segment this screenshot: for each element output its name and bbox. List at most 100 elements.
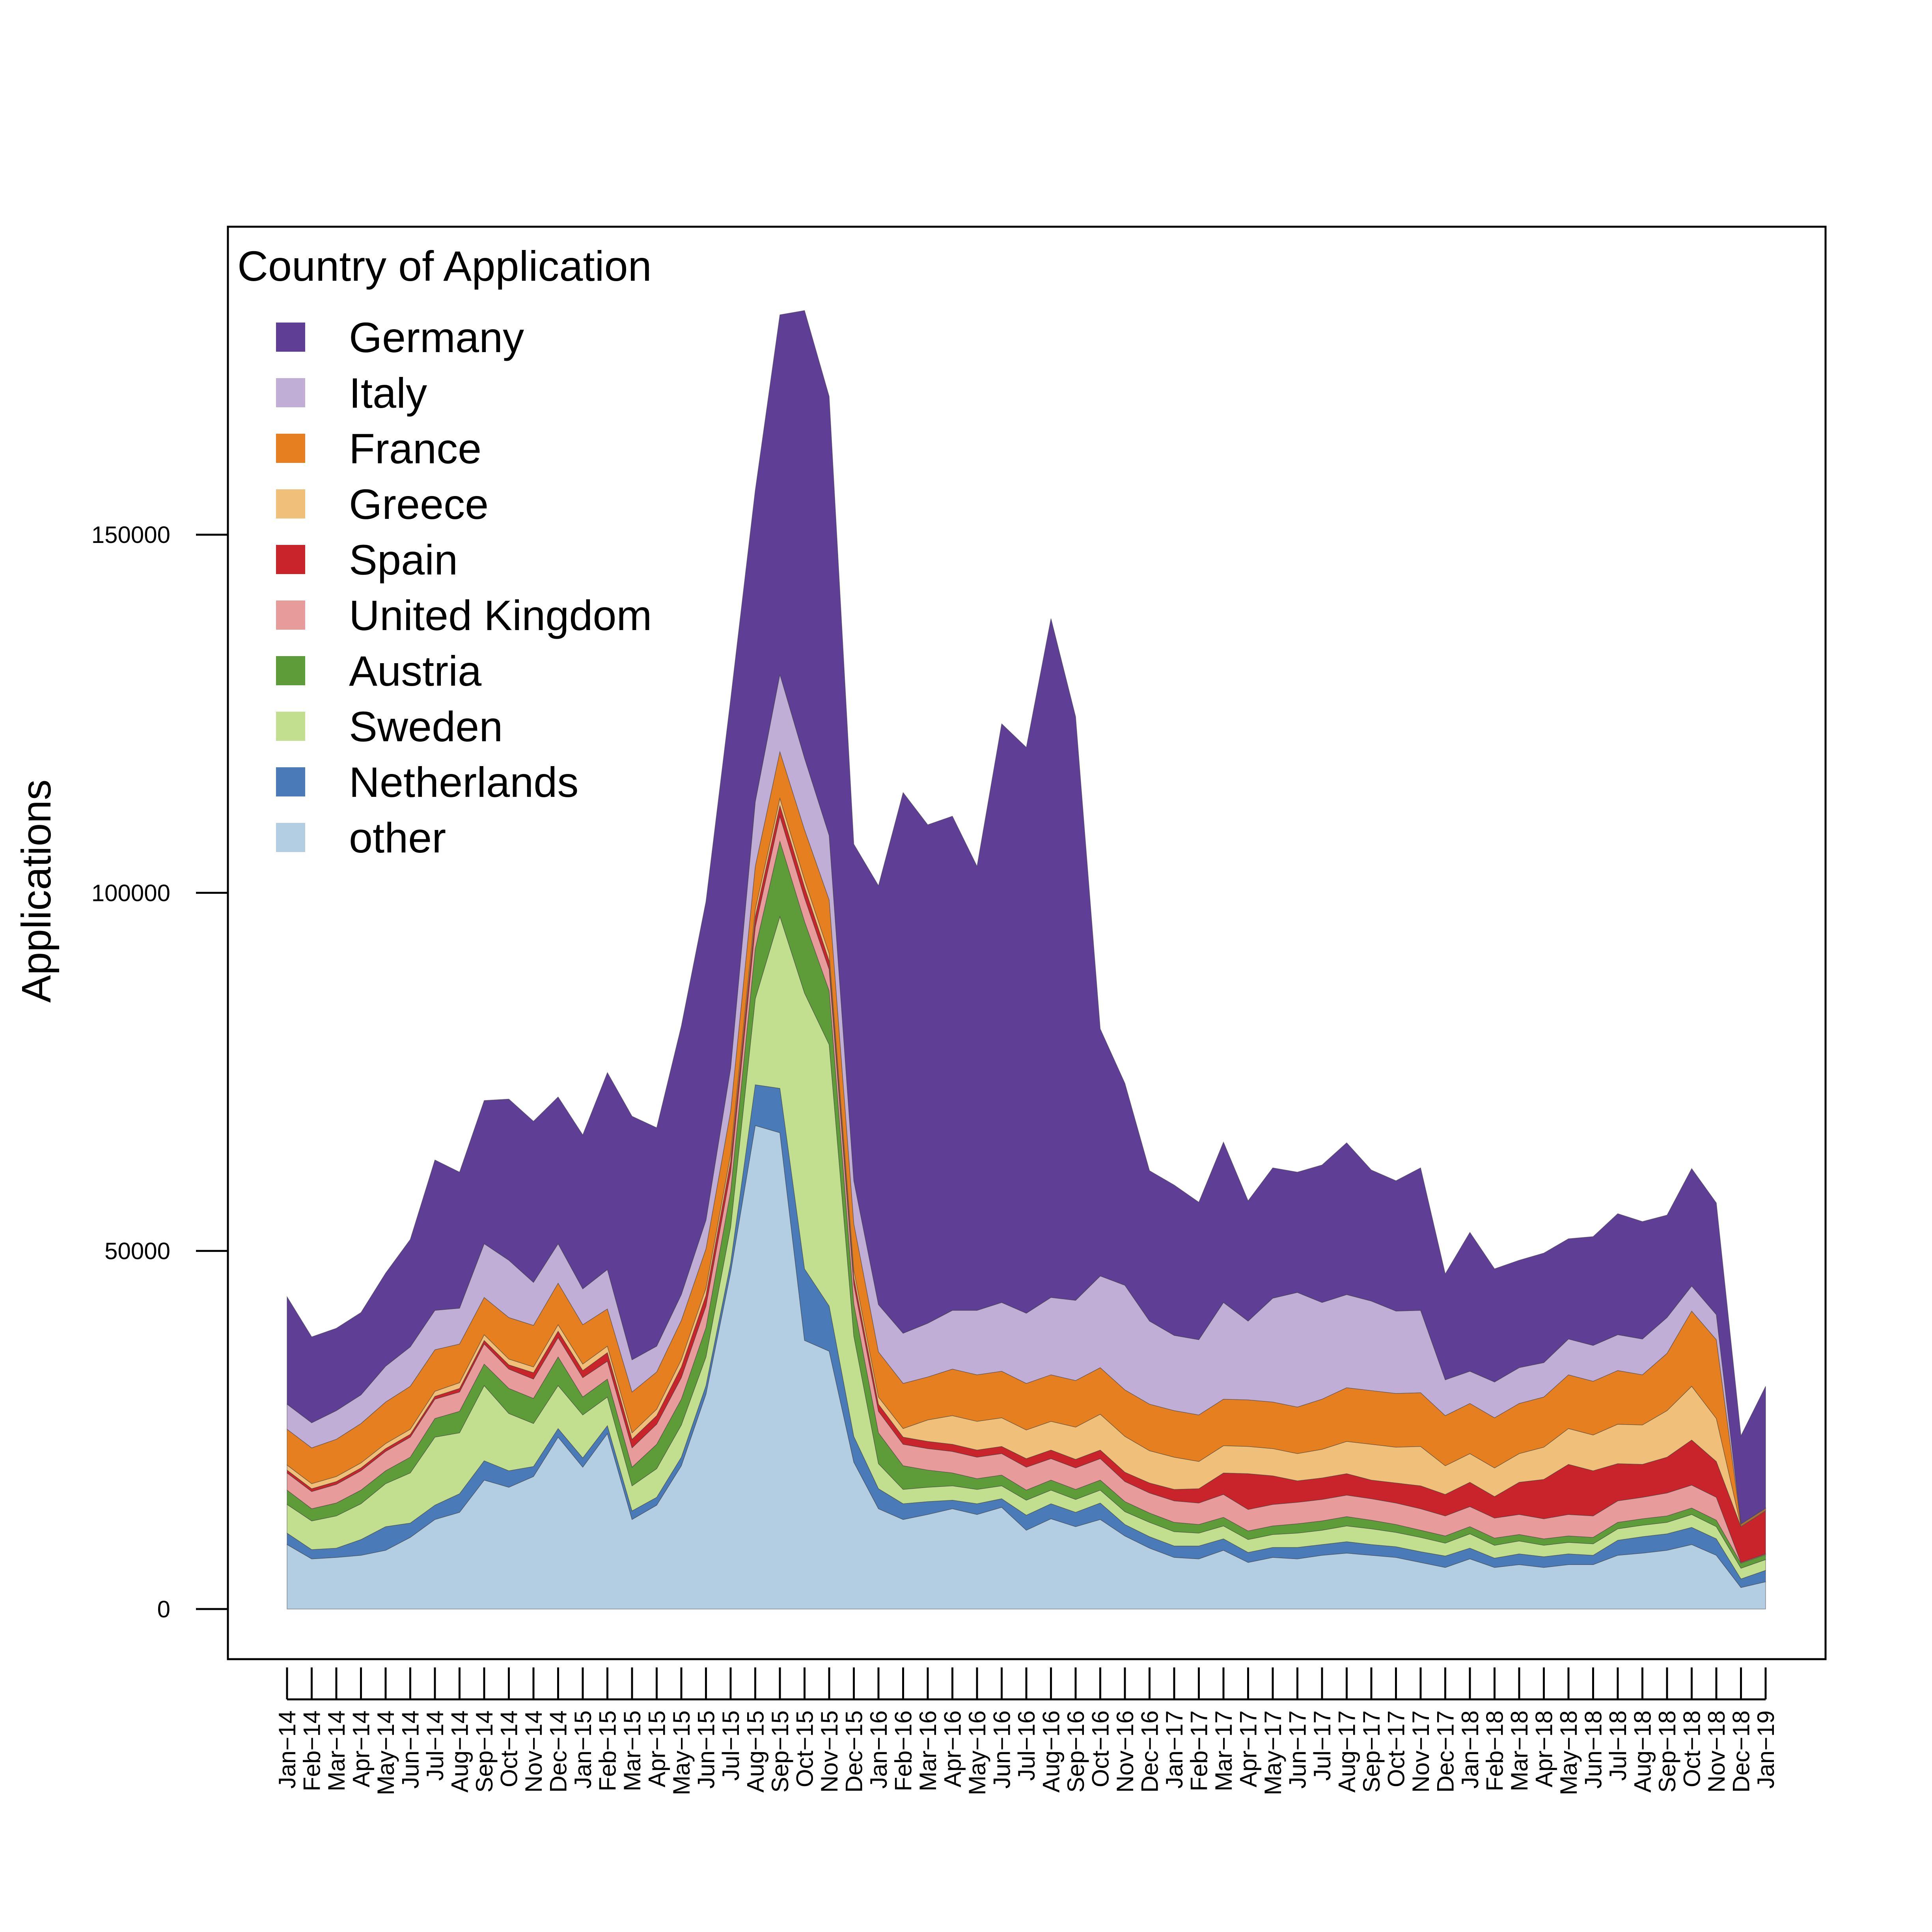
- legend-item-germany: Germany: [276, 313, 524, 361]
- x-tick-label: Sep−15: [767, 1710, 793, 1793]
- x-tick-label: Jun−16: [989, 1710, 1015, 1789]
- x-tick-label: Feb−15: [595, 1710, 621, 1791]
- y-axis-label: Applications: [13, 780, 60, 1003]
- legend-label: Italy: [349, 369, 427, 417]
- legend-swatch: [276, 656, 305, 685]
- x-tick-label: Jun−18: [1580, 1710, 1607, 1789]
- legend-item-other: other: [276, 814, 446, 862]
- legend-item-greece: Greece: [276, 480, 489, 528]
- series-areas: [287, 310, 1766, 1609]
- legend-item-sweden: Sweden: [276, 703, 503, 750]
- legend-item-austria: Austria: [276, 647, 482, 695]
- legend-label: Netherlands: [349, 758, 578, 806]
- x-tick-label: Jul−15: [718, 1710, 744, 1781]
- x-tick-label: Jan−16: [865, 1710, 892, 1789]
- x-tick-label: Nov−16: [1112, 1710, 1138, 1792]
- x-tick-label: Nov−14: [520, 1710, 547, 1792]
- legend-label: Sweden: [349, 703, 503, 750]
- legend-label: Spain: [349, 536, 458, 584]
- legend-label: Greece: [349, 480, 489, 528]
- x-tick-label: Sep−17: [1358, 1710, 1385, 1793]
- legend-item-netherlands: Netherlands: [276, 758, 578, 806]
- x-tick-label: Jul−17: [1309, 1710, 1335, 1781]
- x-tick-label: Oct−15: [792, 1710, 818, 1787]
- legend-label: other: [349, 814, 446, 862]
- x-tick-label: Jan−19: [1753, 1710, 1779, 1789]
- x-tick-label: May−15: [668, 1710, 695, 1795]
- legend-swatch: [276, 600, 305, 630]
- x-tick-label: Jan−15: [570, 1710, 596, 1789]
- legend-swatch: [276, 434, 305, 463]
- x-tick-label: Oct−14: [496, 1710, 522, 1787]
- x-tick-label: Feb−14: [299, 1710, 325, 1791]
- x-tick-label: Aug−14: [447, 1710, 473, 1793]
- x-tick-label: Apr−16: [940, 1710, 966, 1787]
- x-tick-label: Mar−18: [1506, 1710, 1533, 1791]
- x-tick-label: Sep−18: [1654, 1710, 1680, 1793]
- legend-label: France: [349, 425, 481, 472]
- legend-label: Germany: [349, 313, 524, 361]
- x-tick-label: Nov−17: [1408, 1710, 1434, 1792]
- legend-label: United Kingdom: [349, 591, 652, 639]
- x-tick-label: Dec−16: [1137, 1710, 1163, 1792]
- x-tick-label: Mar−17: [1210, 1710, 1237, 1791]
- x-tick-label: Mar−15: [619, 1710, 645, 1791]
- x-tick-label: Jan−14: [274, 1710, 300, 1789]
- x-tick-label: Jul−14: [422, 1710, 448, 1781]
- x-tick-label: Apr−15: [644, 1710, 670, 1787]
- x-tick-label: Aug−17: [1334, 1710, 1360, 1793]
- legend-item-spain: Spain: [276, 536, 458, 584]
- x-tick-label: Aug−16: [1038, 1710, 1065, 1793]
- legend-swatch: [276, 767, 305, 796]
- y-tick-label: 150000: [91, 522, 170, 548]
- legend-label: Austria: [349, 647, 482, 695]
- x-tick-label: Dec−14: [545, 1710, 572, 1792]
- x-tick-label: Sep−16: [1063, 1710, 1089, 1793]
- x-tick-label: May−18: [1555, 1710, 1582, 1795]
- x-tick-label: Apr−18: [1531, 1710, 1557, 1787]
- x-tick-label: Dec−15: [841, 1710, 867, 1792]
- x-tick-label: Dec−17: [1432, 1710, 1459, 1792]
- x-tick-label: Feb−18: [1482, 1710, 1508, 1791]
- legend-swatch: [276, 545, 305, 574]
- x-tick-label: Jan−18: [1457, 1710, 1483, 1789]
- legend-swatch: [276, 489, 305, 518]
- legend-swatch: [276, 378, 305, 407]
- legend: Country of Application Germany Italy Franc…: [237, 242, 652, 862]
- x-tick-label: Jul−16: [1013, 1710, 1040, 1781]
- x-tick-label: Jun−15: [693, 1710, 720, 1789]
- x-tick-label: Mar−16: [915, 1710, 941, 1791]
- x-tick-label: Oct−16: [1087, 1710, 1114, 1787]
- x-tick-label: Jun−14: [397, 1710, 424, 1789]
- legend-swatch: [276, 323, 305, 352]
- x-tick-label: Jul−18: [1605, 1710, 1631, 1781]
- x-tick-label: Oct−17: [1383, 1710, 1410, 1787]
- x-tick-label: Aug−15: [742, 1710, 769, 1793]
- x-tick-label: Mar−14: [323, 1710, 350, 1791]
- x-tick-label: Jun−17: [1285, 1710, 1311, 1789]
- x-tick-label: Dec−18: [1728, 1710, 1755, 1792]
- y-tick-label: 100000: [91, 880, 170, 906]
- legend-swatch: [276, 712, 305, 741]
- x-tick-label: Oct−18: [1679, 1710, 1705, 1787]
- x-tick-label: May−14: [373, 1710, 399, 1795]
- legend-item-france: France: [276, 425, 481, 472]
- x-tick-label: May−17: [1260, 1710, 1286, 1795]
- x-tick-label: Apr−14: [348, 1710, 375, 1787]
- x-tick-label: Apr−17: [1235, 1710, 1262, 1787]
- area-germany: [287, 310, 1766, 1524]
- x-tick-label: Feb−17: [1186, 1710, 1212, 1791]
- x-tick-label: Feb−16: [890, 1710, 917, 1791]
- x-tick-label: Jan−17: [1161, 1710, 1188, 1789]
- legend-title: Country of Application: [237, 242, 652, 290]
- y-axis: 0 50000 100000 150000: [91, 522, 229, 1622]
- x-tick-label: Aug−18: [1630, 1710, 1656, 1793]
- legend-item-united-kingdom: United Kingdom: [276, 591, 652, 639]
- legend-items: Germany Italy France Greece Spain United King…: [276, 313, 652, 862]
- y-tick-label: 0: [157, 1596, 170, 1622]
- legend-item-italy: Italy: [276, 369, 427, 417]
- x-tick-label: Nov−18: [1703, 1710, 1730, 1792]
- x-axis: Jan−14Feb−14Mar−14Apr−14May−14Jun−14Jul−…: [274, 1667, 1779, 1795]
- legend-swatch: [276, 823, 305, 852]
